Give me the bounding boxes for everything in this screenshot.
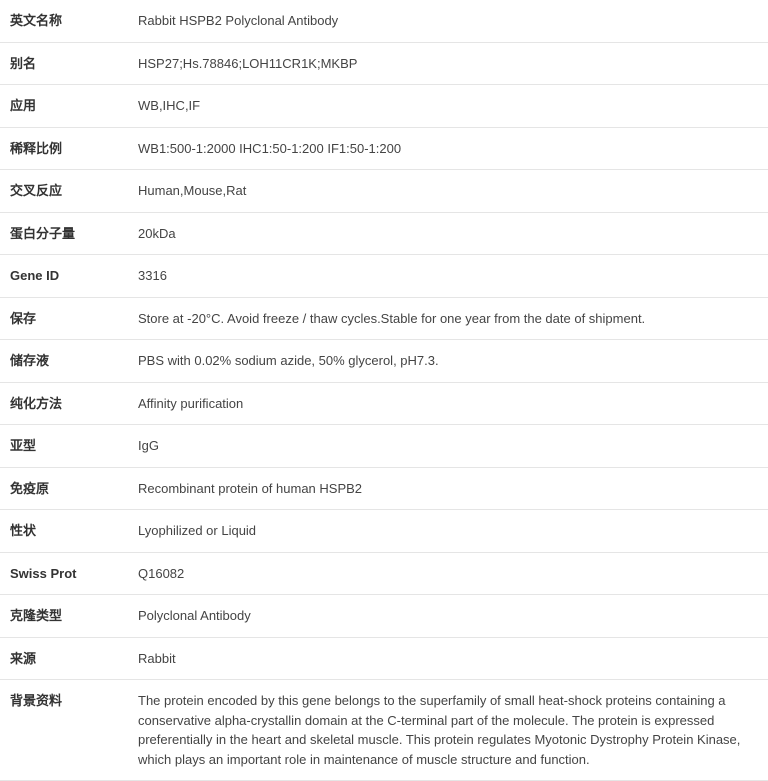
table-row: 应用WB,IHC,IF xyxy=(0,85,768,128)
spec-value: Store at -20°C. Avoid freeze / thaw cycl… xyxy=(128,297,768,340)
table-row: 背景资料The protein encoded by this gene bel… xyxy=(0,680,768,781)
table-row: 性状Lyophilized or Liquid xyxy=(0,510,768,553)
table-row: 储存液PBS with 0.02% sodium azide, 50% glyc… xyxy=(0,340,768,383)
spec-label: 稀释比例 xyxy=(0,127,128,170)
spec-label: 英文名称 xyxy=(0,0,128,42)
table-row: 别名HSP27;Hs.78846;LOH11CR1K;MKBP xyxy=(0,42,768,85)
table-row: 保存Store at -20°C. Avoid freeze / thaw cy… xyxy=(0,297,768,340)
spec-value: WB1:500-1:2000 IHC1:50-1:200 IF1:50-1:20… xyxy=(128,127,768,170)
spec-label: 储存液 xyxy=(0,340,128,383)
spec-label: 背景资料 xyxy=(0,680,128,781)
table-row: 英文名称Rabbit HSPB2 Polyclonal Antibody xyxy=(0,0,768,42)
spec-label: 别名 xyxy=(0,42,128,85)
table-row: 亚型IgG xyxy=(0,425,768,468)
table-row: 蛋白分子量20kDa xyxy=(0,212,768,255)
spec-value: 20kDa xyxy=(128,212,768,255)
spec-value: Rabbit xyxy=(128,637,768,680)
spec-value: 3316 xyxy=(128,255,768,298)
spec-label: 免疫原 xyxy=(0,467,128,510)
spec-value: Q16082 xyxy=(128,552,768,595)
spec-value: Human,Mouse,Rat xyxy=(128,170,768,213)
spec-value: Polyclonal Antibody xyxy=(128,595,768,638)
spec-value: Affinity purification xyxy=(128,382,768,425)
spec-label: 应用 xyxy=(0,85,128,128)
spec-label: 交叉反应 xyxy=(0,170,128,213)
spec-label: 来源 xyxy=(0,637,128,680)
spec-value: The protein encoded by this gene belongs… xyxy=(128,680,768,781)
spec-label: 克隆类型 xyxy=(0,595,128,638)
spec-value: Lyophilized or Liquid xyxy=(128,510,768,553)
spec-value: WB,IHC,IF xyxy=(128,85,768,128)
table-row: 稀释比例WB1:500-1:2000 IHC1:50-1:200 IF1:50-… xyxy=(0,127,768,170)
table-row: Gene ID3316 xyxy=(0,255,768,298)
spec-label: 纯化方法 xyxy=(0,382,128,425)
table-row: 纯化方法Affinity purification xyxy=(0,382,768,425)
product-spec-table: 英文名称Rabbit HSPB2 Polyclonal Antibody别名HS… xyxy=(0,0,768,781)
spec-label: 性状 xyxy=(0,510,128,553)
spec-label: 亚型 xyxy=(0,425,128,468)
spec-value: Rabbit HSPB2 Polyclonal Antibody xyxy=(128,0,768,42)
spec-label: Gene ID xyxy=(0,255,128,298)
table-row: 克隆类型Polyclonal Antibody xyxy=(0,595,768,638)
table-row: 免疫原Recombinant protein of human HSPB2 xyxy=(0,467,768,510)
spec-value: Recombinant protein of human HSPB2 xyxy=(128,467,768,510)
table-row: 交叉反应Human,Mouse,Rat xyxy=(0,170,768,213)
table-row: 来源Rabbit xyxy=(0,637,768,680)
spec-value: IgG xyxy=(128,425,768,468)
spec-rows-container: 英文名称Rabbit HSPB2 Polyclonal Antibody别名HS… xyxy=(0,0,768,781)
spec-label: Swiss Prot xyxy=(0,552,128,595)
table-row: Swiss ProtQ16082 xyxy=(0,552,768,595)
spec-value: PBS with 0.02% sodium azide, 50% glycero… xyxy=(128,340,768,383)
spec-value: HSP27;Hs.78846;LOH11CR1K;MKBP xyxy=(128,42,768,85)
spec-label: 蛋白分子量 xyxy=(0,212,128,255)
spec-label: 保存 xyxy=(0,297,128,340)
